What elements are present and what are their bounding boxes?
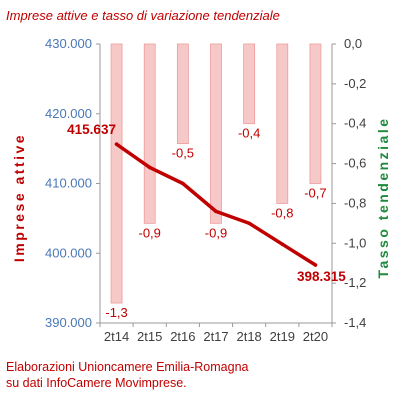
line-point	[181, 181, 185, 186]
left-tick-label: 400.000	[45, 245, 92, 260]
x-tick-label: 2t20	[303, 329, 328, 344]
line-point	[214, 209, 218, 214]
line-data-label: 415.637	[67, 122, 116, 137]
x-tick-label: 2t18	[236, 329, 261, 344]
chart-title: Imprese attive e tasso di variazione ten…	[6, 8, 280, 23]
line-point	[280, 242, 285, 246]
bar-data-label: -0,4	[238, 126, 260, 141]
source-line-2: su dati InfoCamere Movimprese.	[6, 376, 187, 390]
x-tick-label: 2t15	[137, 329, 162, 344]
right-tick-label: -0,6	[344, 156, 366, 171]
right-tick-label: -0,8	[344, 195, 366, 210]
line-point	[313, 263, 318, 267]
right-tick-label: -1,0	[344, 235, 366, 250]
line-point	[147, 165, 152, 170]
source-note: Elaborazioni Unioncamere Emilia-Romagna …	[6, 359, 248, 391]
bar	[309, 43, 322, 184]
right-axis-title: Tasso tendenziale	[375, 116, 391, 278]
right-tick-label: -1,4	[344, 315, 366, 330]
bar	[110, 43, 123, 304]
right-tick-label: -0,4	[344, 116, 366, 131]
x-tick-label: 2t17	[203, 329, 228, 344]
line-point	[114, 142, 119, 146]
x-tick-label: 2t14	[104, 329, 129, 344]
bar	[243, 43, 256, 125]
bar	[276, 43, 289, 204]
x-tick-label: 2t19	[270, 329, 295, 344]
bar-data-label: -0,9	[205, 225, 227, 240]
line-point	[247, 221, 251, 226]
left-tick-label: 420.000	[45, 106, 92, 121]
x-tick-label: 2t16	[170, 329, 195, 344]
bar-data-label: -0,9	[139, 225, 161, 240]
right-tick-label: -1,2	[344, 275, 366, 290]
bar-data-label: -0,8	[271, 205, 293, 220]
bar-data-label: -0,7	[304, 186, 326, 201]
bar	[143, 43, 156, 224]
bar	[176, 43, 189, 145]
left-tick-label: 410.000	[45, 176, 92, 191]
left-tick-label: 390.000	[45, 315, 92, 330]
bar-data-label: -1,3	[105, 305, 127, 320]
source-line-1: Elaborazioni Unioncamere Emilia-Romagna	[6, 360, 249, 374]
bar	[210, 43, 222, 224]
left-tick-label: 430.000	[45, 36, 92, 51]
bar-data-label: -0,5	[172, 146, 194, 161]
line-data-label: 398.315	[297, 269, 346, 284]
right-tick-label: 0,0	[344, 36, 362, 51]
left-axis-title: Imprese attive	[11, 133, 27, 262]
right-tick-label: -0,2	[344, 76, 366, 91]
